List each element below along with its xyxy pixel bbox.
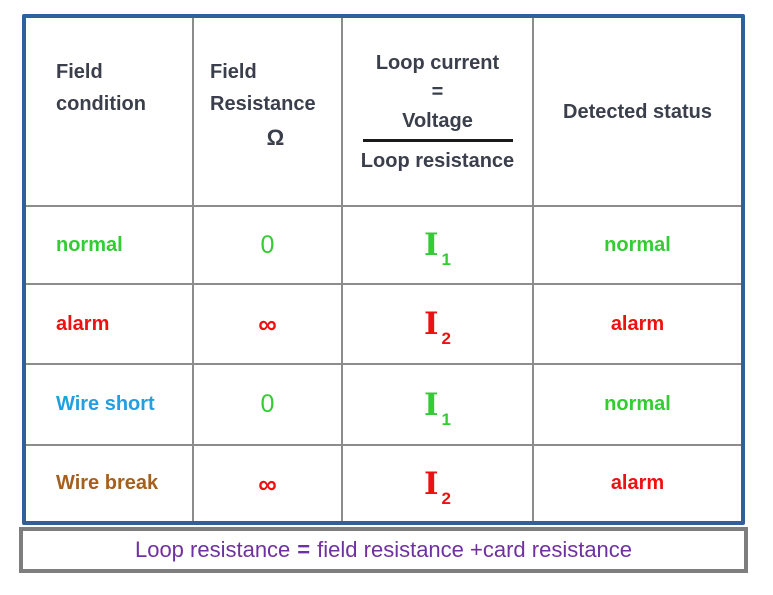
header-loop-current-denominator: Loop resistance <box>360 149 515 172</box>
cell-status-normal: normal <box>534 207 741 285</box>
header-loop-current-title: Loop current <box>375 51 500 74</box>
cell-condition-wire-break: Wire break <box>26 446 194 521</box>
formula-suffix: field resistance +card resistance <box>317 537 633 562</box>
header-loop-current-numerator: Voltage <box>402 109 473 132</box>
header-field-condition-line2: condition <box>56 93 146 115</box>
header-loop-current-equals: = <box>431 80 444 103</box>
header-field-resistance-line2: Resistance <box>210 93 316 115</box>
cell-status-alarm: alarm <box>534 285 741 365</box>
loop-resistance-formula: Loop resistance = field resistance +card… <box>19 527 748 573</box>
formula-equals: = <box>297 537 311 562</box>
ohm-symbol: Ω <box>266 125 285 150</box>
header-detected-status: Detected status <box>534 18 741 207</box>
cell-condition-alarm: alarm <box>26 285 194 365</box>
cell-status-wire-short: normal <box>534 365 741 446</box>
cell-resistance-alarm: ∞ <box>194 285 343 365</box>
header-detected-status-label: Detected status <box>563 100 712 123</box>
header-field-resistance: Field Resistance Ω <box>194 18 343 207</box>
cell-resistance-normal: 0 <box>194 207 343 285</box>
cell-condition-wire-short: Wire short <box>26 365 194 446</box>
cell-condition-normal: normal <box>26 207 194 285</box>
cell-status-wire-break: alarm <box>534 446 741 521</box>
header-field-condition-line1: Field <box>56 61 103 83</box>
cell-resistance-wire-short: 0 <box>194 365 343 446</box>
header-loop-current: Loop current = Voltage Loop resistance <box>343 18 534 207</box>
fraction-bar <box>362 138 513 142</box>
cell-resistance-wire-break: ∞ <box>194 446 343 521</box>
loop-status-table: Field condition Field Resistance Ω Loop … <box>22 14 745 525</box>
header-field-resistance-line1: Field <box>210 61 257 83</box>
formula-prefix: Loop resistance <box>134 537 291 562</box>
header-field-condition: Field condition <box>26 18 194 207</box>
